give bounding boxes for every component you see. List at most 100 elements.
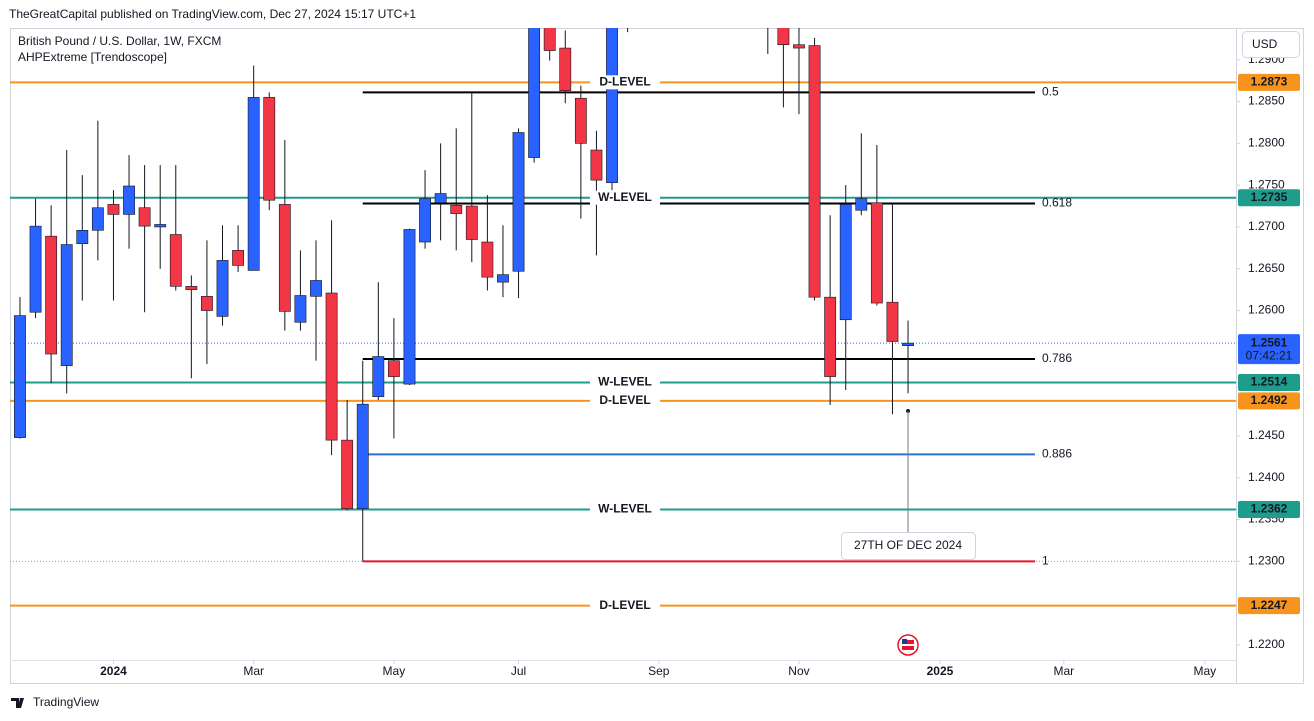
level-label: W-LEVEL [598, 190, 652, 204]
level-price-label: 1.2873 [1251, 75, 1288, 89]
candle-body [543, 28, 556, 51]
candle-body [419, 198, 431, 243]
candle-body [107, 204, 120, 215]
level-price-box [1238, 392, 1300, 410]
candle-body [154, 224, 167, 228]
level-price-box [1238, 73, 1300, 91]
candle-body [481, 241, 494, 278]
candle-body [777, 28, 790, 46]
x-tick-label: May [1194, 664, 1217, 678]
candle-body [185, 286, 198, 290]
level-label: D-LEVEL [599, 75, 650, 89]
candle-body [606, 28, 618, 183]
candle-body [574, 97, 587, 144]
candle-body [325, 292, 338, 441]
candle-body [497, 274, 509, 283]
level-price-label: 1.2362 [1251, 502, 1288, 516]
candle-body [839, 204, 852, 321]
x-tick-label: Mar [1054, 664, 1075, 678]
currency-button[interactable] [1242, 31, 1300, 58]
y-tick-label: 1.2450 [1248, 428, 1285, 442]
fib-label: 0.5 [1042, 85, 1059, 99]
countdown-label: 07:42:21 [1246, 348, 1293, 362]
candle-body [372, 356, 385, 397]
candle-body [169, 234, 182, 287]
candle-body [91, 207, 104, 231]
x-tick-label: Sep [648, 664, 670, 678]
y-tick-label: 1.2800 [1248, 136, 1285, 150]
candle-body [465, 205, 478, 240]
candle-body [263, 97, 276, 201]
candle-body [278, 204, 291, 312]
candle-body [138, 207, 151, 227]
candle-body [590, 149, 603, 181]
indicator-name: AHPExtreme [Trendoscope] [18, 50, 167, 64]
candle-body [247, 97, 260, 271]
level-label-bg [590, 393, 660, 408]
annotation-text: 27TH OF DEC 2024 [854, 538, 962, 552]
publisher-line: TheGreatCapital published on TradingView… [9, 7, 416, 21]
symbol-title: British Pound / U.S. Dollar, 1W, FXCM [18, 34, 221, 48]
level-price-box [1238, 373, 1300, 391]
candle-body [434, 193, 447, 204]
x-tick-label: 2025 [927, 664, 954, 678]
level-label: D-LEVEL [599, 598, 650, 612]
level-price-box [1238, 597, 1300, 615]
level-label: W-LEVEL [598, 375, 652, 389]
fib-label: 1 [1042, 554, 1049, 568]
candle-body [559, 47, 572, 91]
candle-body [341, 439, 354, 509]
y-tick-label: 1.2750 [1248, 177, 1285, 191]
footer-brand: TradingView [33, 695, 99, 709]
last-price-label: 1.2561 [1251, 335, 1288, 349]
y-tick-label: 1.2300 [1248, 554, 1285, 568]
level-label: D-LEVEL [599, 393, 650, 407]
candle-body [201, 296, 213, 311]
y-tick-label: 1.2400 [1248, 470, 1285, 484]
fib-label: 0.886 [1042, 447, 1072, 461]
candle-body [870, 202, 883, 304]
y-tick-label: 1.2700 [1248, 219, 1285, 233]
currency-label: USD [1252, 37, 1278, 51]
candle-body [902, 342, 914, 346]
candle-body [29, 225, 42, 313]
candle-body [310, 280, 322, 297]
plot-layer: 0.5 0.618 0.786 0.886 1 D-LEVEL W-LEVEL W-LEVEL… [10, 28, 1300, 678]
y-tick-label: 1.2600 [1248, 303, 1285, 317]
flag-canton [902, 639, 908, 644]
level-label-bg [590, 190, 660, 205]
chart-frame [10, 28, 1304, 684]
x-tick-label: Mar [243, 664, 264, 678]
candle-body [14, 315, 26, 438]
candle-body [793, 44, 805, 49]
fib-label: 0.618 [1042, 196, 1072, 210]
candle-body [886, 301, 899, 342]
level-label-bg [590, 502, 660, 517]
fib-label: 0.786 [1042, 351, 1072, 365]
last-price-box [1238, 334, 1300, 365]
level-price-box [1238, 189, 1300, 207]
candle-body [512, 132, 525, 272]
x-tick-label: Jul [511, 664, 526, 678]
candle-body [76, 230, 89, 244]
level-label-bg [590, 598, 660, 613]
candle-body [403, 229, 416, 385]
x-tick-label: 2024 [100, 664, 127, 678]
candle-body [216, 260, 229, 317]
level-price-label: 1.2247 [1251, 598, 1288, 612]
candle-body [824, 296, 837, 377]
tradingview-logo [11, 698, 24, 708]
candle-body [123, 185, 135, 215]
candle-body [450, 204, 463, 214]
candle-body [387, 360, 400, 377]
level-label-bg [590, 75, 660, 90]
y-tick-label: 1.2200 [1248, 637, 1285, 651]
level-price-label: 1.2514 [1251, 375, 1288, 389]
candle-body [60, 244, 73, 367]
x-tick-label: Nov [788, 664, 809, 678]
candle-body [356, 403, 369, 509]
event-flag-icon [897, 634, 919, 656]
candle-body [294, 295, 307, 323]
